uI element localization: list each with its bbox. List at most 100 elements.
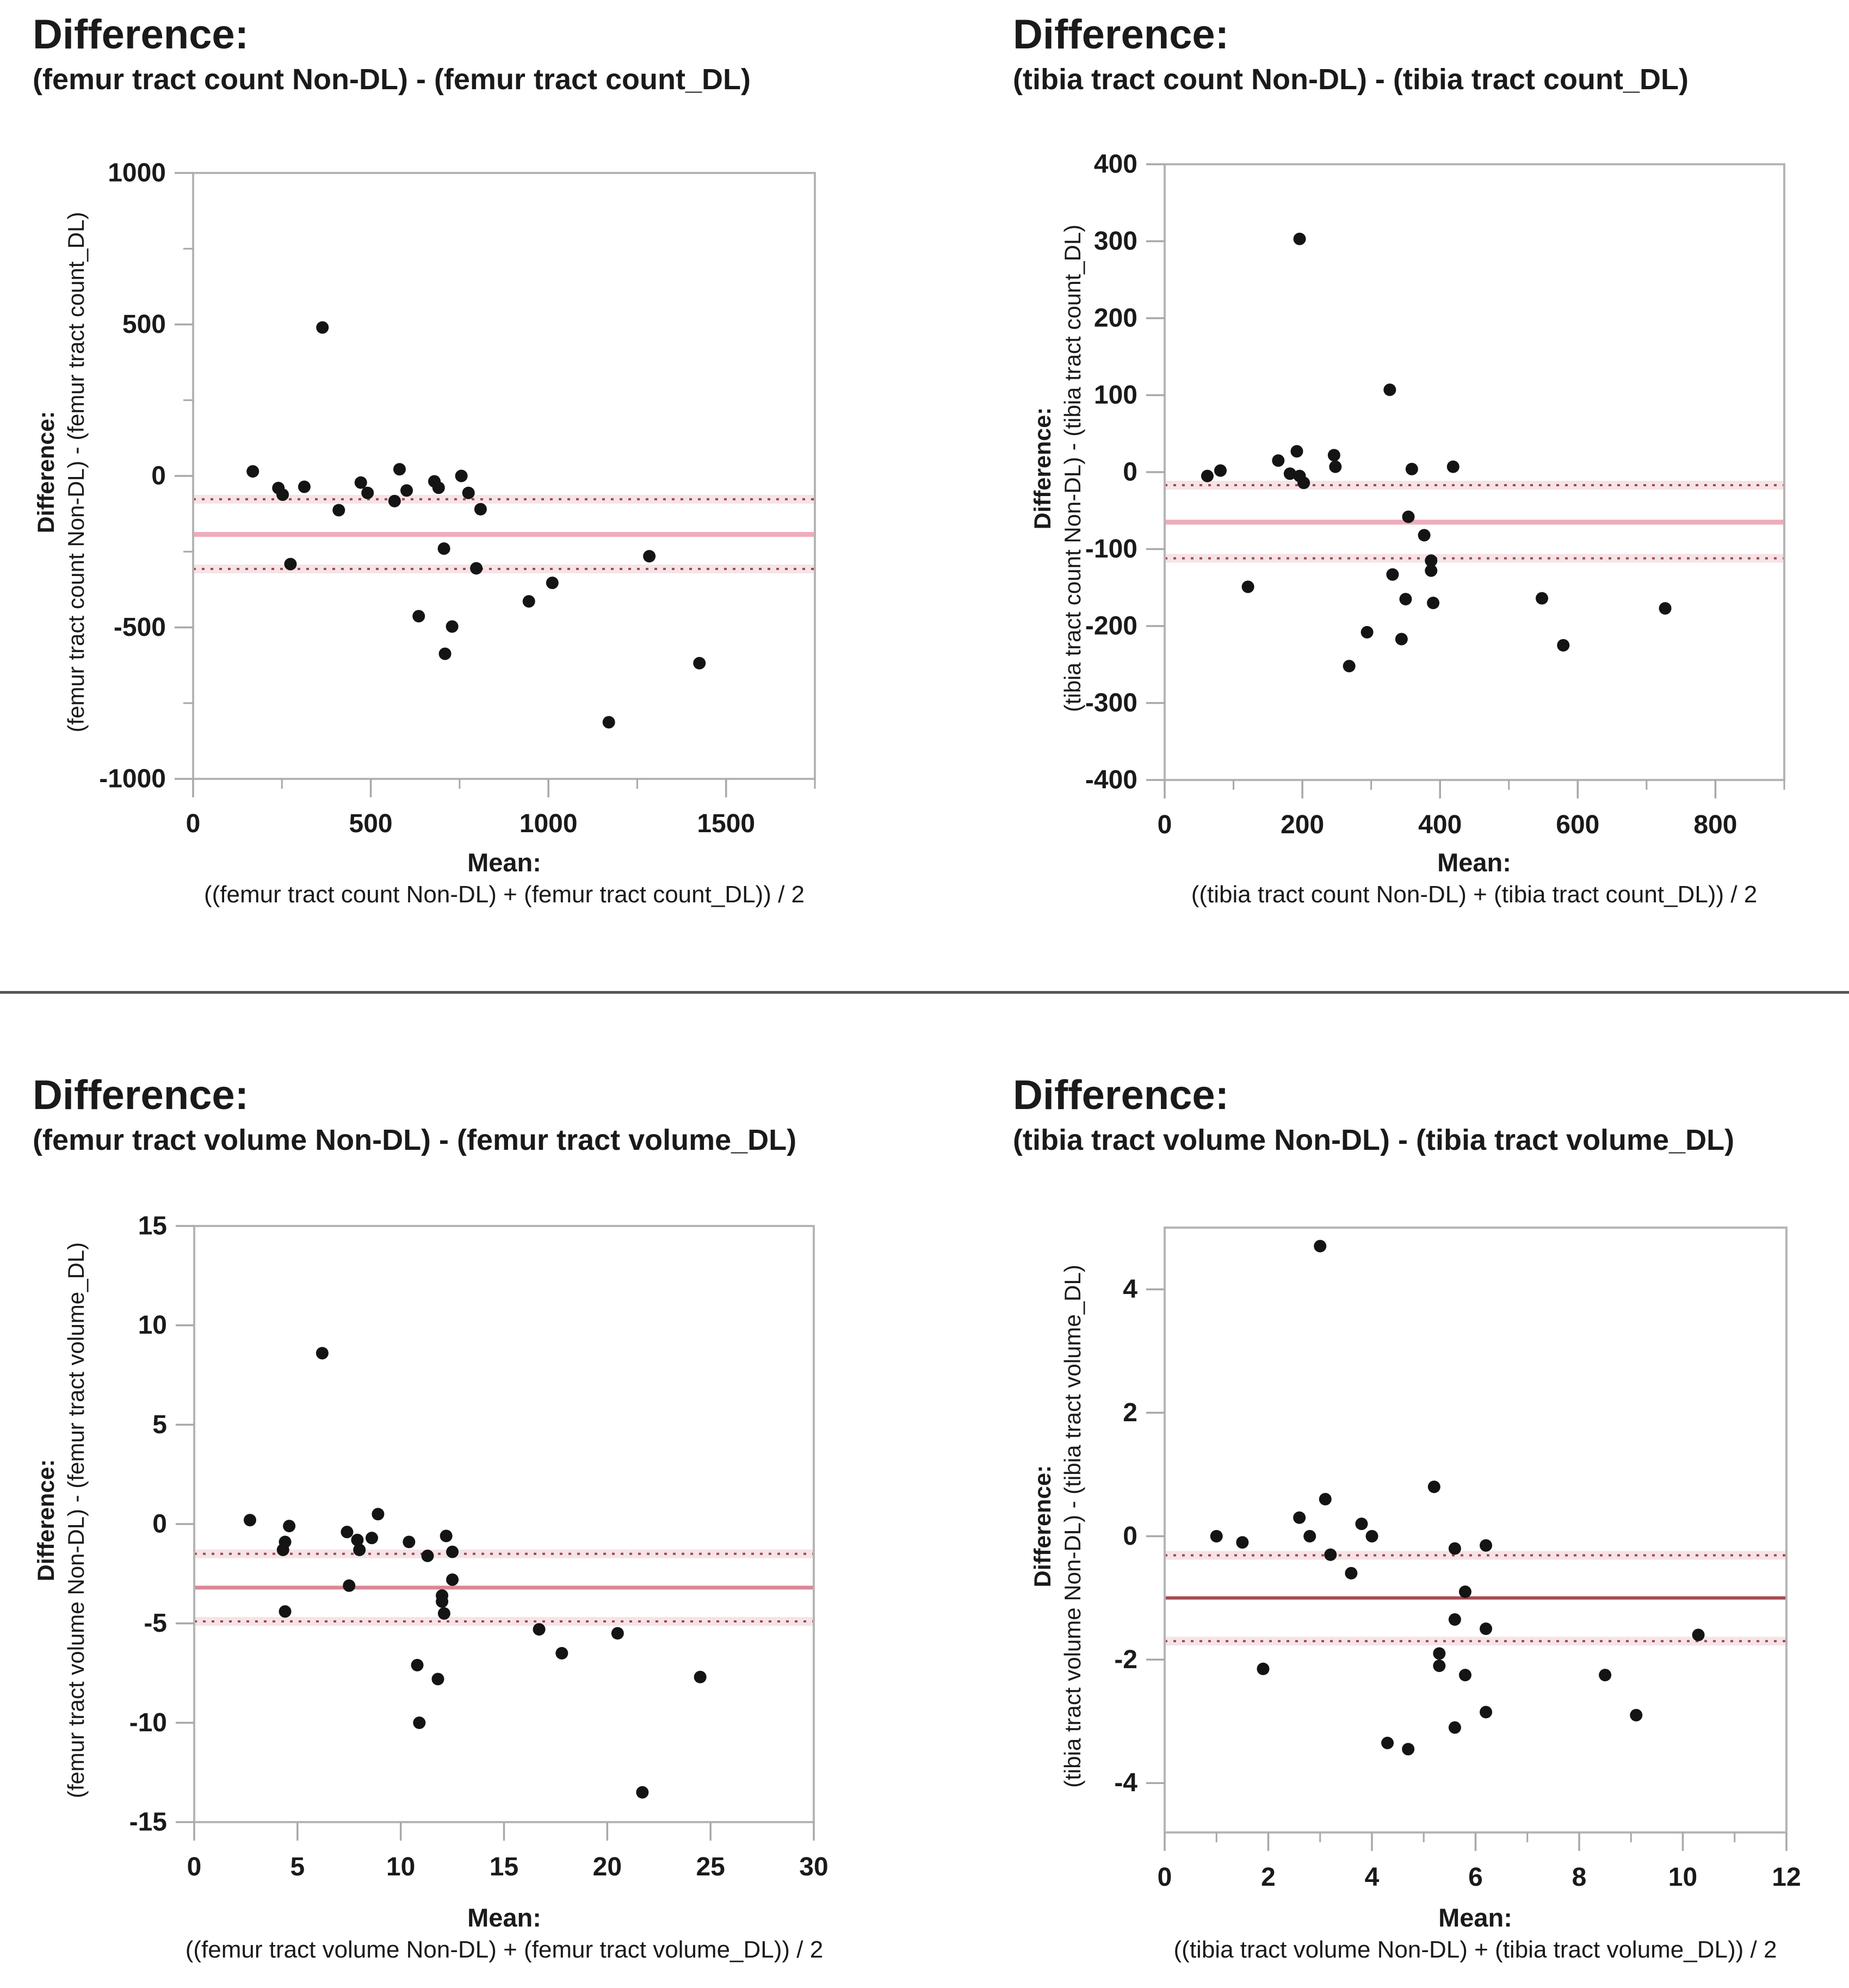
y-tick-label: 400 (1094, 150, 1137, 179)
data-point (1427, 1481, 1440, 1494)
plot-femur-tract-volume: 15 10 5 0 -5 -10 -15 0 5 10 15 20 25 30 (129, 1212, 828, 1882)
data-point (1599, 1669, 1612, 1682)
data-point (1361, 625, 1374, 639)
data-point (1399, 592, 1412, 605)
plot2-ylabel-line1: Difference: (1030, 407, 1056, 530)
plot3-y-axis-label: Difference: (femur tract volume Non-DL) … (32, 1139, 90, 1901)
data-point (1480, 1706, 1493, 1719)
data-point (1303, 1529, 1316, 1543)
data-point (1327, 449, 1340, 462)
limit-band (1165, 1551, 1786, 1560)
plot1-ylabel-line2: (femur tract count Non-DL) - (femur trac… (63, 212, 89, 733)
y-tick-label: 0 (151, 462, 166, 491)
data-point (279, 1605, 292, 1618)
data-point (602, 716, 615, 729)
x-tick-label: 0 (1158, 1863, 1172, 1892)
data-point (1241, 580, 1254, 593)
data-point (332, 504, 345, 517)
x-tick-label: 30 (799, 1853, 828, 1881)
data-point (1630, 1708, 1643, 1721)
y-tick-label: -10 (129, 1708, 167, 1737)
data-point (1210, 1529, 1223, 1543)
plot4-title-line1: Difference: (1013, 1072, 1229, 1118)
data-point (1557, 639, 1570, 652)
x-tick-label: 15 (490, 1853, 518, 1881)
y-tick-label: 500 (122, 310, 166, 339)
y-tick-label: -4 (1114, 1769, 1137, 1798)
data-point (354, 476, 367, 489)
data-point (244, 1514, 257, 1527)
x-tick-label: 20 (593, 1853, 622, 1881)
plot1-xlabel-line2: ((femur tract count Non-DL) + (femur tra… (203, 881, 805, 908)
data-point (1283, 467, 1296, 480)
data-point (1659, 602, 1672, 615)
data-point (1355, 1518, 1368, 1531)
data-point (393, 463, 406, 476)
plot2-x-axis-label: Mean: ((tibia tract count Non-DL) + (tib… (1093, 847, 1849, 909)
plot2-xlabel-line2: ((tibia tract count Non-DL) + (tibia tra… (1191, 881, 1758, 908)
plot4-ylabel-line1: Difference: (1030, 1465, 1056, 1588)
plot1-ylabel-line1: Difference: (33, 411, 59, 534)
data-point (351, 1533, 364, 1546)
y-tick-label: -15 (129, 1808, 167, 1837)
data-point (1480, 1539, 1493, 1552)
plot4-xlabel-line1: Mean: (1438, 1903, 1512, 1932)
y-tick-label: 0 (1123, 1522, 1137, 1551)
limit-band (1165, 481, 1784, 490)
x-tick-label: 25 (696, 1853, 725, 1881)
x-tick-label: 12 (1772, 1863, 1801, 1892)
x-tick-label: 200 (1281, 810, 1324, 839)
data-point (1448, 1542, 1461, 1555)
x-tick-label: 2 (1261, 1863, 1276, 1892)
data-point (316, 321, 329, 334)
limit-band (194, 1617, 814, 1626)
y-tick-label: -100 (1085, 535, 1137, 563)
data-point (1314, 1240, 1327, 1253)
plot-frame (192, 172, 816, 780)
plot1-xlabel-line1: Mean: (467, 848, 541, 877)
data-point (366, 1532, 379, 1545)
plot4-xlabel-line2: ((tibia tract volume Non-DL) + (tibia tr… (1173, 1936, 1777, 1963)
y-tick-label: 4 (1123, 1275, 1137, 1304)
data-point (1425, 554, 1438, 567)
data-point (1293, 1511, 1306, 1524)
y-tick-label: 10 (138, 1311, 167, 1340)
data-point (446, 620, 459, 633)
plot4-title-line2: (tibia tract volume Non-DL) - (tibia tra… (1013, 1124, 1735, 1156)
limit-band (1165, 554, 1784, 563)
data-point (283, 1520, 296, 1533)
data-point (555, 1646, 568, 1659)
x-tick-label: 600 (1556, 810, 1599, 839)
data-point (1324, 1548, 1337, 1561)
data-point (276, 488, 289, 501)
plot1-title-line1: Difference: (33, 11, 249, 58)
x-tick-label: 1500 (697, 809, 755, 838)
x-tick-label: 400 (1418, 810, 1462, 839)
x-tick-label: 0 (186, 809, 201, 838)
data-point (353, 1543, 366, 1556)
data-point (403, 1535, 416, 1549)
plot4-ylabel-line2: (tibia tract volume Non-DL) - (tibia tra… (1060, 1265, 1085, 1788)
data-point (361, 486, 374, 499)
data-point (298, 480, 311, 493)
data-point (1692, 1628, 1705, 1642)
data-point (1329, 460, 1342, 473)
data-point (694, 1670, 707, 1683)
data-point (470, 562, 483, 575)
limit-band (194, 1549, 814, 1558)
data-point (522, 595, 535, 608)
y-tick-label: 0 (152, 1510, 167, 1539)
plot1-title: Difference: (femur tract count Non-DL) -… (33, 12, 751, 97)
data-point (1290, 445, 1303, 458)
data-point (446, 1545, 459, 1558)
plot-frame (1164, 163, 1785, 781)
plot4-title: Difference: (tibia tract volume Non-DL) … (1013, 1073, 1734, 1157)
data-point (431, 1673, 444, 1686)
data-point (372, 1508, 385, 1521)
data-point (1201, 469, 1214, 482)
data-point (1395, 633, 1408, 646)
plot3-title-line2: (femur tract volume Non-DL) - (femur tra… (33, 1124, 797, 1156)
plot2-title: Difference: (tibia tract count Non-DL) -… (1013, 12, 1689, 97)
data-point (411, 1658, 424, 1671)
